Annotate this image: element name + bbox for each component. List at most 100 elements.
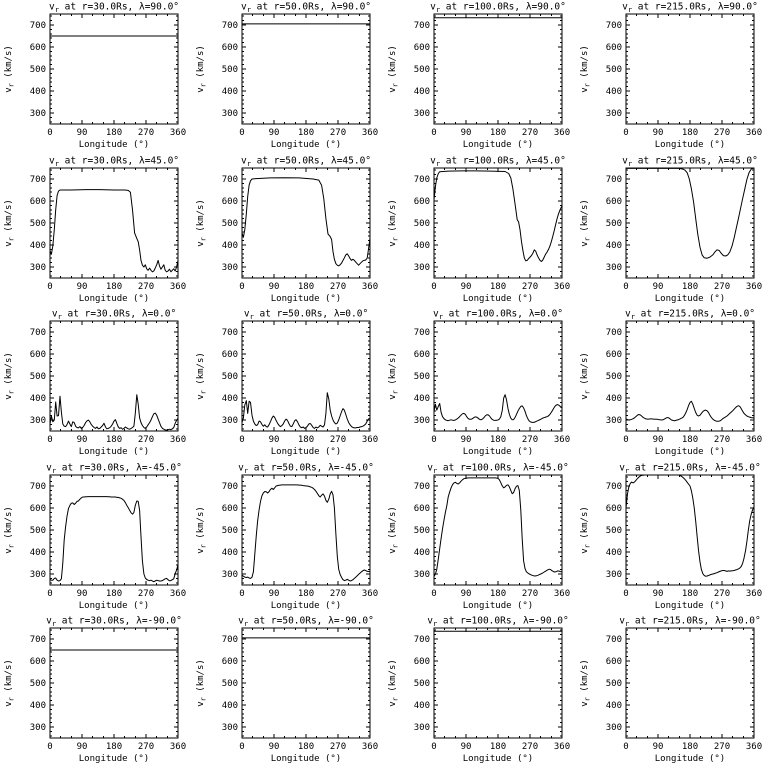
y-axis-label: vr (km/s) <box>196 506 207 554</box>
plot-panel-8: 0 90 180 270 360 300 400 500 600 700 vr at r=30.0R… <box>0 307 192 461</box>
y-tick-label: 600 <box>222 657 238 667</box>
x-tick-label: 90 <box>653 742 664 752</box>
y-tick-label: 400 <box>414 394 430 404</box>
plot-panel-15: 0 90 180 270 360 300 400 500 600 700 vr at r=215.0… <box>576 461 768 615</box>
x-tick-label: 0 <box>623 128 628 138</box>
x-tick-label: 360 <box>746 282 762 292</box>
x-tick-label: 0 <box>623 435 628 445</box>
x-axis-label: Longitude (°) <box>655 754 725 764</box>
x-tick-label: 90 <box>77 282 88 292</box>
y-tick-label: 300 <box>222 263 238 273</box>
y-tick-label: 300 <box>414 109 430 119</box>
x-tick-label: 360 <box>554 742 570 752</box>
panel-title: vr at r=100.0Rs, λ=-90.0° <box>427 616 569 628</box>
y-axis-label: vr (km/s) <box>580 659 591 707</box>
x-tick-label: 0 <box>47 435 52 445</box>
y-tick-label: 600 <box>414 197 430 207</box>
x-tick-label: 270 <box>714 589 730 599</box>
plot-panel-10: 0 90 180 270 360 300 400 500 600 700 vr at r=100.0… <box>384 307 576 461</box>
panel-title: vr at r=30.0Rs, λ=-45.0° <box>46 463 182 475</box>
data-line <box>50 496 178 583</box>
plot-box <box>625 13 755 125</box>
x-tick-label: 0 <box>47 282 52 292</box>
x-axis-label: Longitude (°) <box>463 294 533 304</box>
y-tick-label: 700 <box>606 635 622 645</box>
panel-title: vr at r=50.0Rs, λ=90.0° <box>241 2 371 14</box>
x-tick-label: 360 <box>746 435 762 445</box>
y-tick-label: 400 <box>222 701 238 711</box>
panel-title: vr at r=100.0Rs, λ=45.0° <box>430 156 566 168</box>
y-tick-label: 400 <box>606 87 622 97</box>
x-tick-label: 270 <box>330 282 346 292</box>
y-tick-label: 600 <box>222 350 238 360</box>
y-tick-label: 400 <box>606 701 622 711</box>
x-tick-label: 360 <box>554 435 570 445</box>
y-tick-label: 600 <box>606 43 622 53</box>
y-tick-label: 700 <box>222 175 238 185</box>
x-axis-label: Longitude (°) <box>79 447 149 457</box>
y-axis-label: vr (km/s) <box>388 199 399 247</box>
x-tick-label: 360 <box>746 128 762 138</box>
plot-panel-1: 0 90 180 270 360 300 400 500 600 700 vr at r=50.0R… <box>192 0 384 154</box>
x-tick-label: 360 <box>554 128 570 138</box>
x-tick-label: 0 <box>47 742 52 752</box>
y-tick-label: 600 <box>30 197 46 207</box>
data-line <box>242 484 370 582</box>
plot-box <box>49 320 179 432</box>
x-tick-label: 180 <box>490 742 506 752</box>
y-tick-label: 400 <box>222 241 238 251</box>
panel-plot: 0 90 180 270 360 300 400 500 600 700 vr at r=215.0… <box>580 616 762 765</box>
y-tick-label: 400 <box>414 241 430 251</box>
x-tick-label: 360 <box>362 589 378 599</box>
y-tick-label: 600 <box>30 350 46 360</box>
x-tick-label: 0 <box>239 589 244 599</box>
x-tick-label: 90 <box>269 742 280 752</box>
y-tick-label: 500 <box>606 526 622 536</box>
y-tick-label: 600 <box>30 657 46 667</box>
y-axis-label: vr (km/s) <box>580 45 591 93</box>
x-axis-label: Longitude (°) <box>271 294 341 304</box>
y-tick-label: 600 <box>222 504 238 514</box>
y-tick-label: 500 <box>222 526 238 536</box>
y-tick-label: 600 <box>414 657 430 667</box>
y-axis-label: vr (km/s) <box>4 659 15 707</box>
y-tick-label: 600 <box>30 43 46 53</box>
x-tick-label: 180 <box>106 742 122 752</box>
y-tick-label: 700 <box>606 21 622 31</box>
data-line <box>626 400 754 422</box>
y-tick-label: 700 <box>30 328 46 338</box>
x-tick-label: 180 <box>490 435 506 445</box>
panel-title: vr at r=100.0Rs, λ=-45.0° <box>427 463 569 475</box>
plot-box <box>241 320 371 432</box>
panel-title: vr at r=30.0Rs, λ=0.0° <box>52 309 176 321</box>
x-tick-label: 360 <box>170 742 186 752</box>
y-tick-label: 300 <box>606 109 622 119</box>
x-tick-label: 0 <box>431 742 436 752</box>
data-line <box>50 394 178 431</box>
x-tick-label: 90 <box>653 128 664 138</box>
x-tick-label: 180 <box>490 589 506 599</box>
x-tick-label: 270 <box>522 128 538 138</box>
x-tick-label: 360 <box>362 435 378 445</box>
x-axis-label: Longitude (°) <box>271 601 341 611</box>
x-tick-label: 90 <box>461 435 472 445</box>
panel-title: vr at r=30.0Rs, λ=45.0° <box>49 156 179 168</box>
y-tick-label: 400 <box>414 548 430 558</box>
plot-box <box>433 13 563 125</box>
x-tick-label: 90 <box>653 589 664 599</box>
x-tick-label: 180 <box>106 128 122 138</box>
plot-box <box>241 13 371 125</box>
y-tick-label: 300 <box>30 723 46 733</box>
panel-title: vr at r=215.0Rs, λ=45.0° <box>622 156 758 168</box>
plot-box <box>433 474 563 586</box>
y-tick-label: 500 <box>606 679 622 689</box>
y-axis-label: vr (km/s) <box>4 352 15 400</box>
y-tick-label: 700 <box>414 21 430 31</box>
x-tick-label: 180 <box>682 742 698 752</box>
plot-box <box>625 320 755 432</box>
